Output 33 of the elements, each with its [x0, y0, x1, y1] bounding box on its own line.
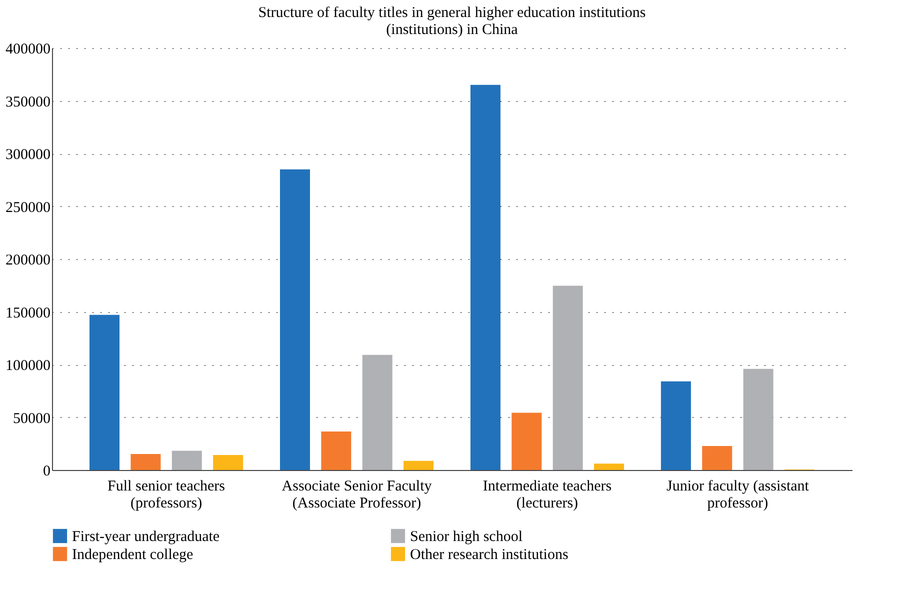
y-tick-label: 150000: [6, 305, 50, 322]
x-tick-label: Associate Senior Faculty (Associate Professor): [282, 478, 432, 512]
bar: [362, 354, 392, 470]
legend-label: Independent college: [72, 547, 194, 563]
y-tick-label: 50000: [13, 410, 50, 427]
bar: [280, 169, 310, 470]
bar: [404, 460, 434, 470]
y-tick-label: 250000: [6, 200, 50, 216]
chart-title: Structure of faculty titles in general higher education institutions (institutions) in China: [258, 5, 646, 38]
y-tick-label: 0: [43, 464, 50, 480]
bar: [660, 381, 691, 470]
x-tick-label: Intermediate teachers (lecturers): [482, 478, 612, 512]
y-tick-label: 100000: [6, 358, 50, 374]
x-tick-label: Full senior teachers (professors): [108, 478, 226, 512]
bar: [321, 431, 352, 470]
legend-label: Senior high school: [410, 529, 522, 545]
bar: [743, 368, 774, 470]
bar: [213, 455, 244, 470]
legend-label: First-year undergraduate: [72, 529, 220, 545]
y-tick-label: 300000: [6, 147, 50, 163]
bar: [512, 412, 542, 470]
y-tick-label: 350000: [6, 94, 50, 110]
bar: [130, 454, 161, 470]
bar: [552, 286, 583, 470]
bar: [90, 314, 120, 470]
bar: [702, 446, 732, 470]
bar: [594, 464, 624, 470]
legend-label: Other research institutions: [410, 547, 568, 563]
y-tick-label: 400000: [6, 42, 50, 58]
x-tick-label: Junior faculty (assistant professor): [666, 478, 810, 512]
bar: [470, 84, 500, 470]
y-tick-label: 200000: [6, 252, 50, 268]
bar: [172, 450, 202, 470]
